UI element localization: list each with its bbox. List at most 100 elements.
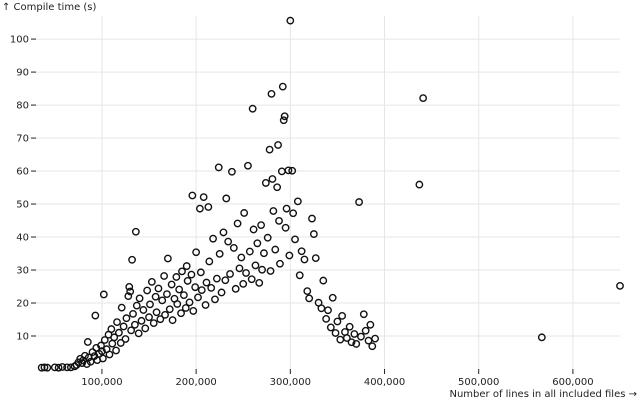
data-point (91, 311, 100, 320)
data-point (145, 313, 153, 322)
data-point (146, 300, 154, 309)
data-point (99, 290, 108, 299)
data-point (268, 175, 277, 183)
data-point (188, 191, 197, 200)
data-point (228, 167, 236, 176)
data-point (112, 346, 120, 355)
data-point (616, 281, 624, 290)
data-point (350, 330, 359, 338)
data-point (255, 278, 264, 287)
y-tick-label: 30 (16, 266, 29, 277)
data-point (214, 163, 223, 172)
data-point (352, 340, 361, 348)
data-point (251, 261, 260, 270)
data-point (328, 293, 337, 302)
y-tick-label: 20 (16, 299, 29, 310)
data-point (151, 292, 160, 301)
data-point (121, 335, 130, 343)
data-point (281, 223, 290, 232)
data-point (128, 255, 136, 264)
data-point (267, 89, 276, 98)
data-point (207, 283, 216, 292)
data-point (293, 197, 302, 206)
data-point (219, 228, 228, 237)
data-point (196, 268, 205, 277)
data-point (289, 209, 298, 218)
data-point (58, 363, 67, 371)
data-point (280, 112, 289, 121)
data-point (131, 320, 139, 329)
data-point (222, 194, 231, 203)
data-point (371, 334, 379, 343)
data-point (226, 270, 234, 278)
data-point (158, 296, 167, 305)
data-point (81, 351, 89, 360)
x-tick-label: 400,000 (364, 377, 405, 388)
data-point (303, 287, 312, 296)
data-point (333, 317, 342, 326)
data-point (108, 339, 117, 348)
data-point (201, 301, 210, 309)
data-point (331, 329, 340, 337)
data-point (63, 363, 71, 372)
x-axis-title: Number of lines in all included files → (449, 389, 637, 400)
data-point (98, 354, 107, 363)
data-point (139, 306, 148, 314)
data-point (124, 292, 133, 300)
data-point (114, 328, 123, 337)
data-point (209, 234, 217, 243)
data-point (191, 283, 200, 292)
y-tick-label: 70 (16, 134, 29, 145)
data-point (175, 285, 184, 294)
data-point (116, 339, 125, 347)
y-tick-label: 50 (16, 200, 29, 211)
x-tick-label: 300,000 (270, 377, 311, 388)
y-tick-label: 80 (16, 101, 29, 112)
data-point (288, 166, 297, 175)
data-point (311, 254, 320, 263)
data-point (221, 276, 230, 285)
data-point (257, 221, 266, 230)
data-point (105, 350, 114, 359)
data-point (129, 310, 137, 318)
data-point (419, 94, 428, 103)
data-point (271, 245, 280, 254)
data-point (194, 293, 202, 302)
data-point (364, 336, 373, 345)
data-point (357, 332, 365, 341)
y-tick-label: 90 (16, 68, 29, 79)
data-point (161, 310, 169, 319)
data-point (217, 288, 226, 297)
y-tick-label: 100 (10, 35, 29, 46)
data-point (240, 209, 249, 217)
data-point (266, 267, 275, 275)
data-point (260, 249, 268, 258)
data-point (211, 295, 219, 304)
data-point (98, 347, 106, 356)
data-point (165, 305, 174, 314)
data-point (183, 277, 192, 285)
data-point (178, 267, 186, 276)
data-point (355, 198, 363, 206)
data-point (110, 333, 119, 342)
data-point (195, 204, 204, 213)
data-point (212, 274, 221, 283)
y-axis-title: ↑ Compile time (s) (2, 2, 97, 13)
data-point (147, 278, 156, 286)
data-point (135, 294, 144, 303)
data-point (237, 253, 246, 262)
data-point (117, 303, 126, 312)
data-point (345, 322, 354, 331)
data-point (359, 310, 368, 319)
y-tick-label: 10 (16, 332, 29, 343)
data-point (248, 104, 257, 113)
data-point (261, 179, 270, 187)
data-point (143, 286, 152, 295)
data-point (168, 316, 177, 325)
data-point (537, 333, 546, 342)
data-point (202, 278, 211, 287)
data-point (113, 318, 121, 327)
data-point (152, 308, 161, 317)
data-point (122, 314, 131, 323)
